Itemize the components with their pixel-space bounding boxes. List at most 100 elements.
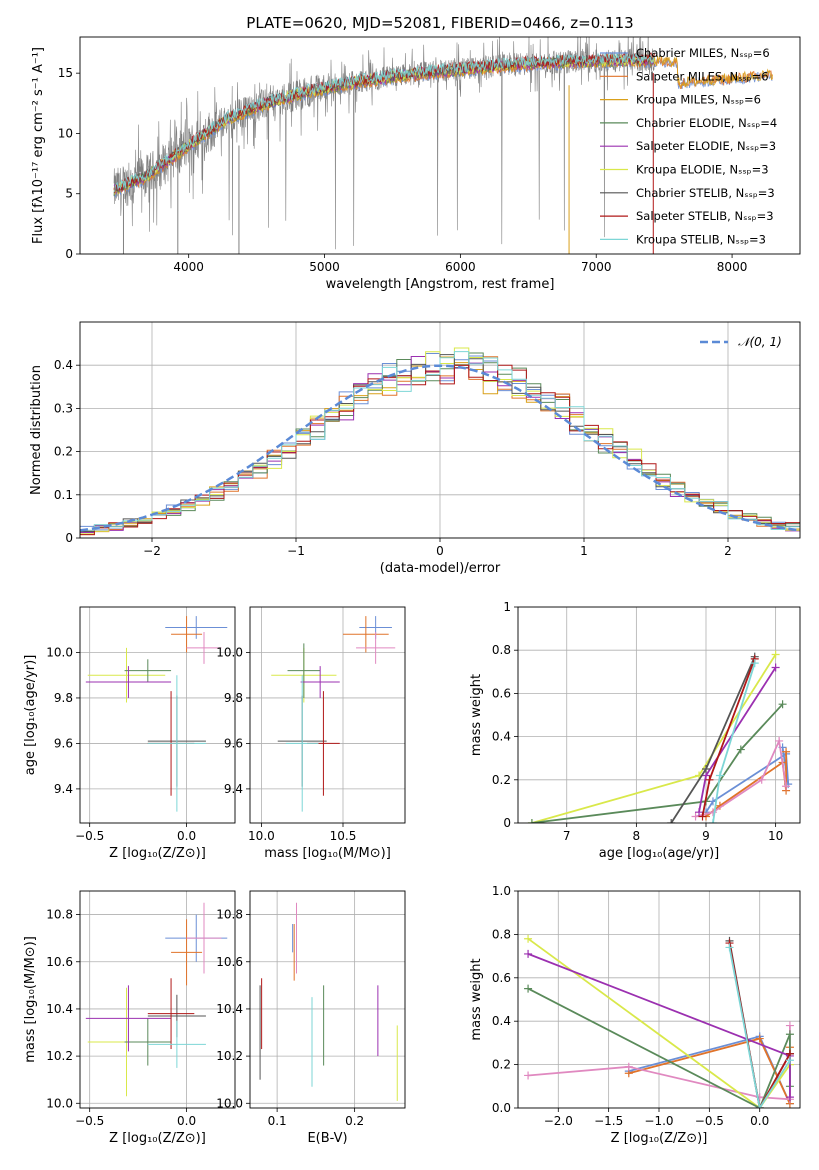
weight-marker [771, 650, 780, 659]
x-axis-label: mass [log₁₀(M/M⊙)] [264, 846, 391, 861]
weight-marker [771, 663, 780, 672]
y-tick-label: 0.6 [492, 686, 511, 700]
y-tick-label: 0.8 [492, 927, 511, 941]
y-tick-label: 9.4 [54, 782, 73, 796]
y-tick-label: 0.3 [54, 401, 73, 415]
x-tick-label: 0.1 [268, 1114, 287, 1128]
legend-label: Kroupa MILES, Nₛₛₚ=6 [636, 93, 761, 107]
y-tick-label: 0.2 [54, 445, 73, 459]
x-axis-label: E(B-V) [307, 1131, 347, 1146]
weight-line-stelib-salpeter [701, 658, 756, 817]
x-tick-label: 4000 [173, 260, 204, 274]
panel-mass_vs_Z: −0.5 0.0 10.0 10.2 10.4 10.6 10.8 Z [log₁₀(Z/Z⊙… [23, 890, 236, 1146]
x-tick-label: −1.5 [594, 1114, 623, 1128]
plot-area [80, 891, 235, 1108]
x-tick-label: 0.2 [345, 1114, 364, 1128]
panel-weight_vs_age: 7 8 9 10 0 0.2 0.4 0.6 0.8 1 age [log₁₀(age/yr)] ma… [469, 600, 801, 861]
weight-marker [736, 745, 745, 754]
x-tick-label: 9 [702, 829, 710, 843]
legend-label: Chabrier STELIB, Nₛₛₚ=3 [636, 186, 775, 200]
legend-label: Salpeter STELIB, Nₛₛₚ=3 [636, 209, 774, 223]
x-tick-label: 0.0 [177, 829, 196, 843]
weight-marker [691, 812, 700, 821]
y-tick-label: 0.4 [492, 1014, 511, 1028]
weight-line-elodie-kroupa [527, 937, 791, 1108]
weight-marker [785, 1021, 794, 1030]
x-axis-label: Z [log₁₀(Z/Z⊙)] [109, 1131, 206, 1146]
weight-marker [524, 984, 533, 993]
weight-marker [782, 747, 791, 756]
x-tick-label: 0.0 [750, 1114, 769, 1128]
y-tick-label: 0 [65, 247, 73, 261]
axes-frame [249, 890, 406, 1109]
y-tick-label: 10.2 [46, 1049, 73, 1063]
x-tick-label: −2.0 [544, 1114, 573, 1128]
weight-marker [785, 1056, 794, 1065]
weight-marker [702, 765, 710, 773]
y-axis-label: age [log₁₀(age/yr)] [23, 655, 38, 776]
y-tick-label: 0 [65, 531, 73, 545]
y-axis-label: Normed distribution [29, 365, 44, 495]
x-tick-label: 10 [768, 829, 783, 843]
histogram-stelib-kroupa [80, 351, 800, 531]
x-axis-label: Z [log₁₀(Z/Z⊙)] [611, 1131, 708, 1146]
plot-area [518, 607, 800, 823]
weight-marker [785, 1093, 794, 1102]
y-tick-label: 0.6 [492, 971, 511, 985]
weight-marker [698, 812, 707, 821]
weight-marker [695, 808, 704, 817]
panel-spectrum: 4000 5000 6000 7000 8000 0 5 10 15 wavelength [An… [31, 36, 801, 292]
panel-weight_vs_Z: −2.0 −1.5 −1.0 −0.5 0.0 0.0 0.2 0.4 0.6 0.8 1.0 Z [… [469, 884, 801, 1146]
plot-area [250, 607, 405, 823]
axes-frame [79, 36, 801, 255]
x-tick-label: −2 [143, 544, 161, 558]
y-tick-label: 9.8 [224, 691, 243, 705]
weight-line-elodie-kroupa [531, 654, 777, 823]
y-tick-label: 10.8 [46, 908, 73, 922]
y-tick-label: 10.6 [216, 955, 243, 969]
weight-marker [755, 1104, 764, 1108]
legend-label: 𝒩(0, 1) [738, 335, 782, 349]
axes-frame [249, 606, 406, 824]
x-tick-label: 7000 [581, 260, 612, 274]
x-tick-label: 2 [724, 544, 732, 558]
x-tick-label: 8000 [717, 260, 748, 274]
weight-marker [750, 659, 759, 668]
y-axis-label: mass weight [469, 674, 484, 756]
y-axis-label: mass [log₁₀(M/M⊙)] [23, 936, 38, 1063]
weight-marker [757, 775, 766, 784]
weight-marker [775, 736, 784, 745]
y-tick-label: 0.4 [492, 730, 511, 744]
legend-label: Chabrier MILES, Nₛₛₚ=6 [636, 46, 770, 60]
y-tick-label: 15 [58, 66, 73, 80]
weight-marker [524, 1071, 533, 1080]
x-tick-label: 0 [436, 544, 444, 558]
y-tick-label: 10 [58, 126, 73, 140]
y-tick-label: 10.0 [46, 1096, 73, 1110]
weight-marker [785, 1030, 794, 1039]
x-tick-label: −1.0 [644, 1114, 673, 1128]
weight-marker [755, 1034, 764, 1043]
x-tick-label: −0.5 [695, 1114, 724, 1128]
legend-label: Salpeter MILES, Nₛₛₚ=6 [636, 69, 769, 83]
plot-area [80, 322, 800, 538]
model-spectrum-stelib-kroupa [113, 51, 655, 193]
panel-age_vs_Z: −0.5 0.0 9.4 9.6 9.8 10.0 Z [log₁₀(Z/Z⊙)] age [… [23, 606, 236, 861]
weight-marker [527, 819, 536, 823]
y-tick-label: 10.6 [46, 955, 73, 969]
y-tick-label: 9.6 [54, 736, 73, 750]
plot-area [80, 607, 235, 823]
weight-marker [524, 934, 533, 943]
figure-title: PLATE=0620, MJD=52081, FIBERID=0466, z=0… [246, 14, 633, 32]
y-axis-label: mass weight [469, 958, 484, 1040]
y-tick-label: 5 [65, 187, 73, 201]
legend-label: Salpeter ELODIE, Nₛₛₚ=3 [636, 139, 776, 153]
y-tick-label: 1.0 [492, 884, 511, 898]
x-tick-label: 1 [580, 544, 588, 558]
weight-marker [624, 1062, 633, 1071]
weight-line-elodie-chabrier [531, 703, 784, 823]
weight-marker [778, 700, 787, 709]
weight-marker [782, 782, 791, 791]
x-tick-label: −0.5 [75, 1114, 104, 1128]
